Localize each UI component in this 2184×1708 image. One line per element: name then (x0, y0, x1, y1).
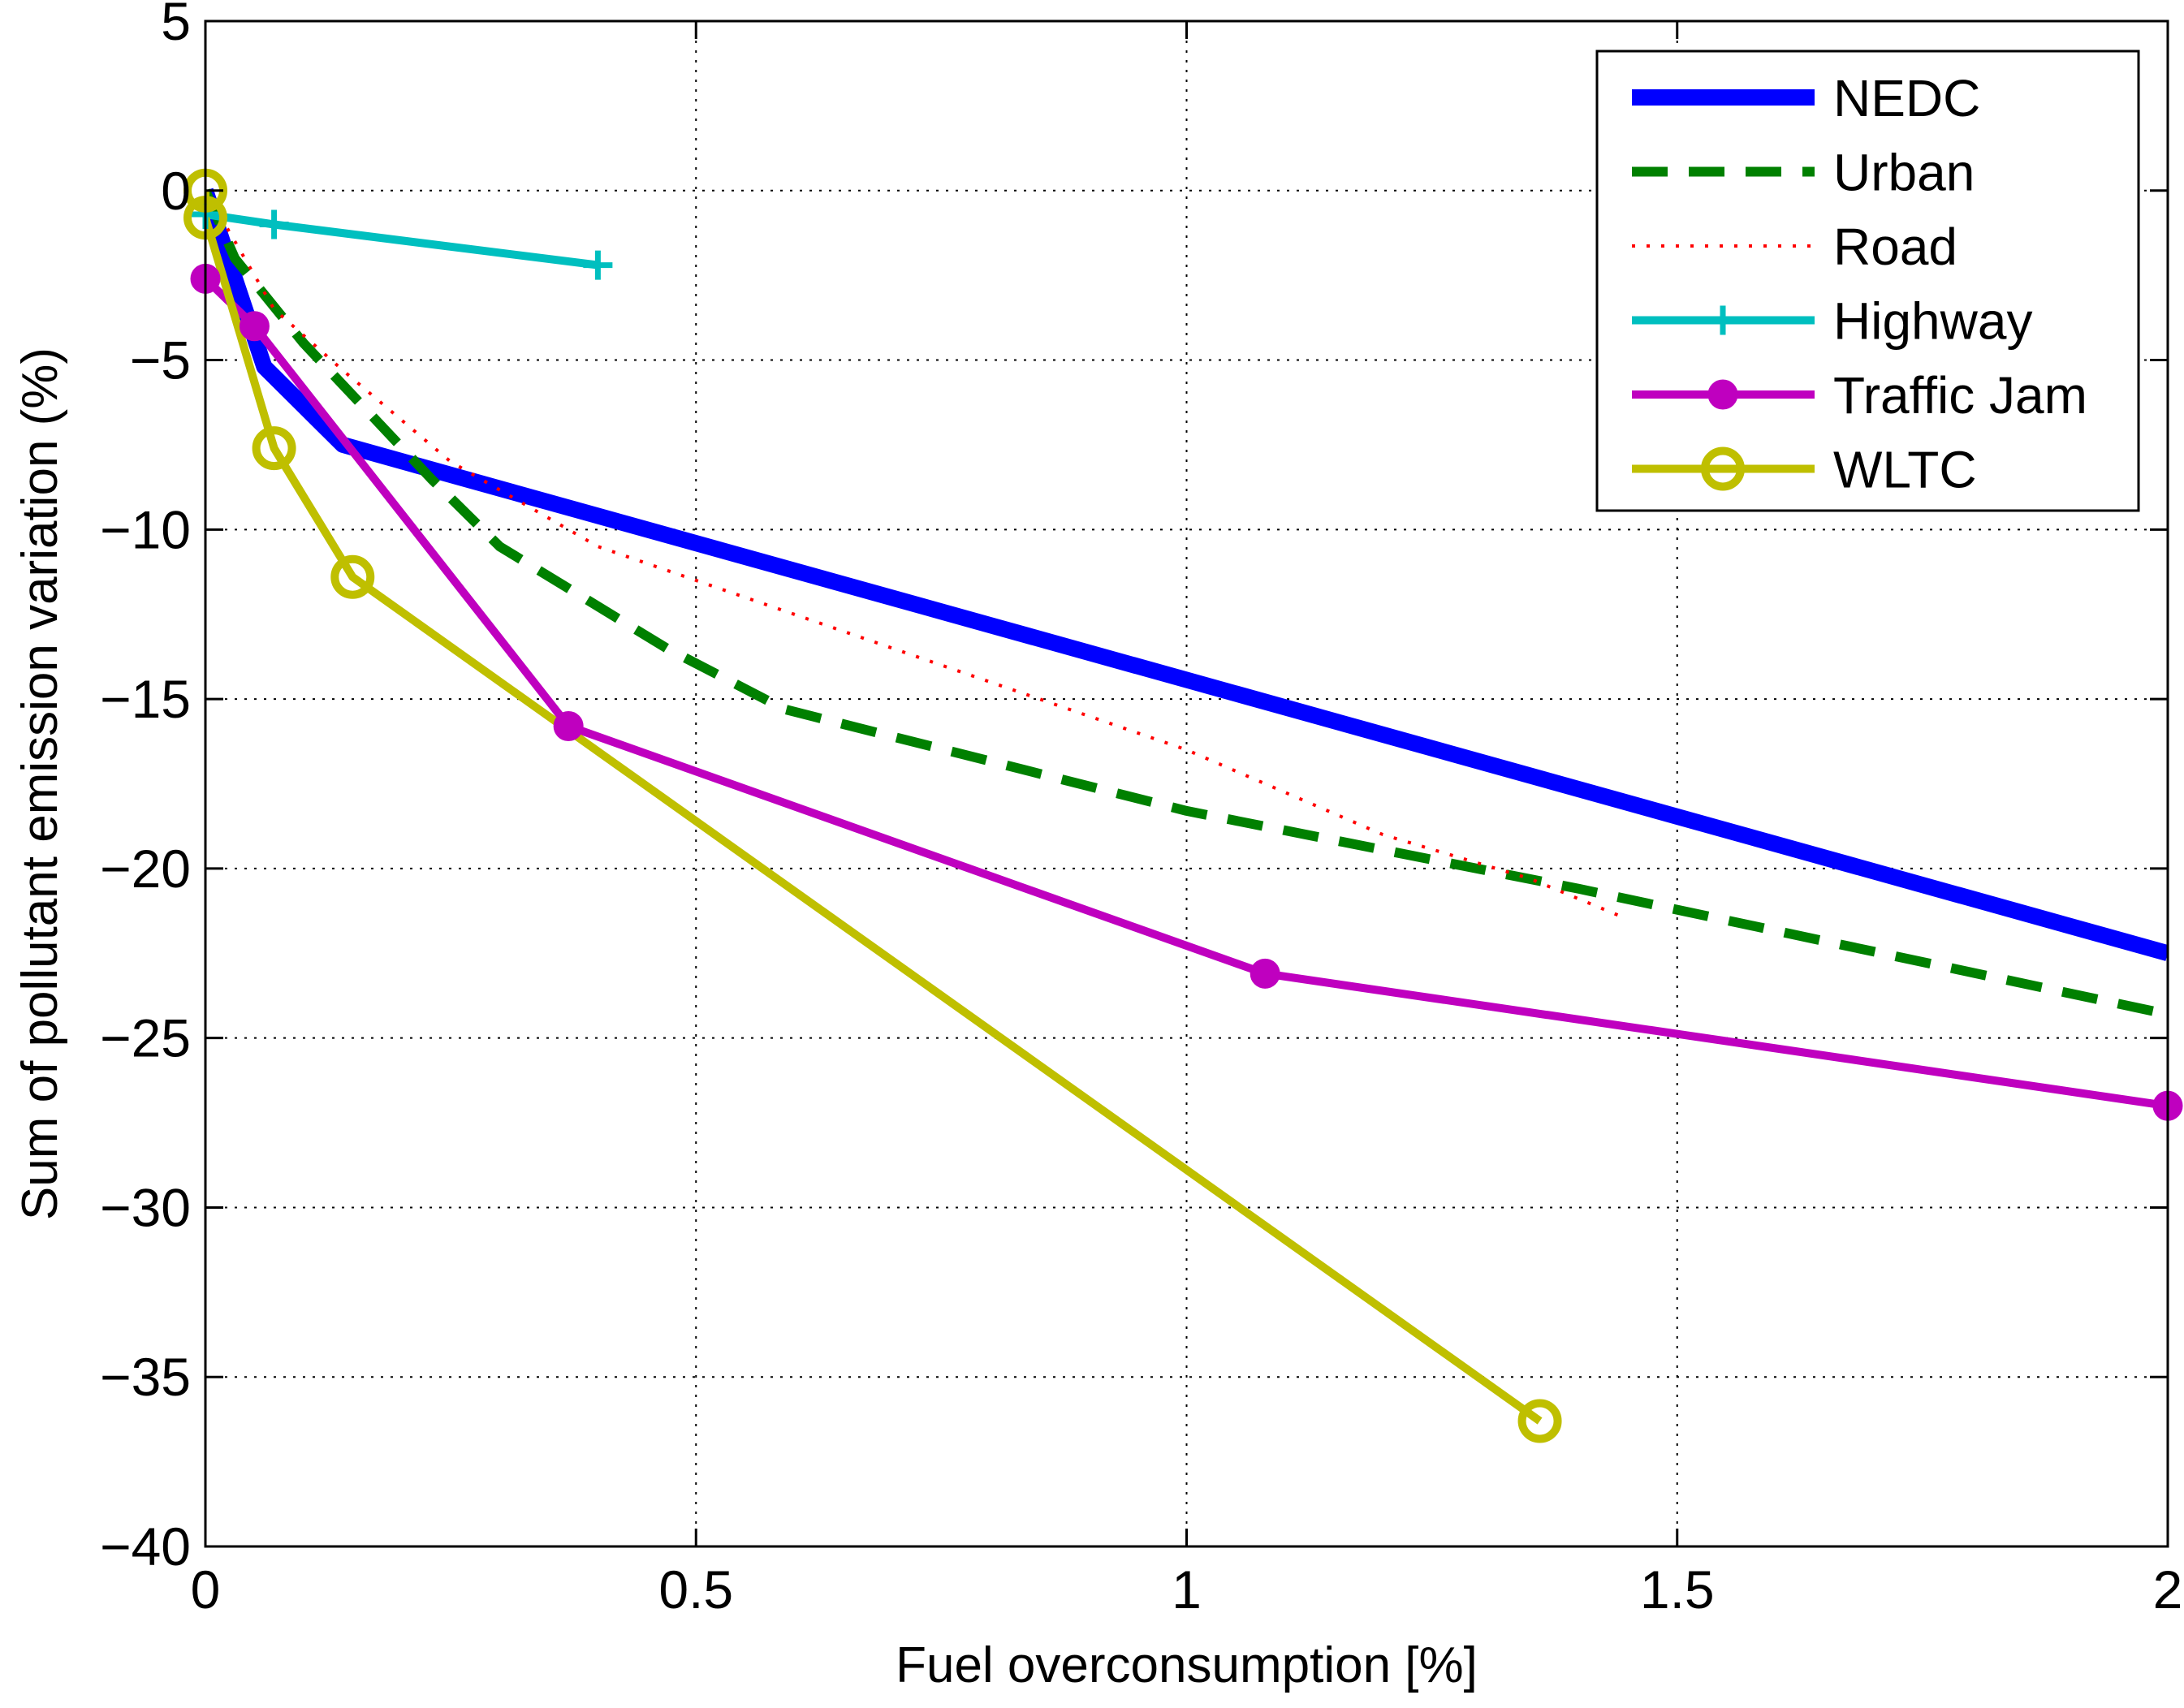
series-line-nedc (205, 188, 2168, 961)
legend-label: NEDC (1833, 69, 1980, 127)
ticks: 0 0.5 1 1.5 2 5 0 −5 −10 −15 −20 −25 −30 −35 −40 (100, 0, 2182, 1620)
x-axis-title: Fuel overconsumption [%] (896, 1637, 1478, 1693)
marker-filled-circle (1707, 379, 1738, 410)
y-tick-label: −35 (100, 1347, 191, 1407)
marker-open-circle (1701, 446, 1745, 491)
x-tick-label: 1 (1172, 1559, 1202, 1620)
y-tick-label: 0 (161, 161, 191, 221)
marker-filled-circle (1250, 958, 1280, 989)
legend-box (1595, 50, 2140, 512)
legend-label: Urban (1833, 144, 1975, 202)
y-tick-label: 5 (161, 0, 191, 51)
x-tick-label: 1.5 (1640, 1559, 1715, 1620)
y-tick-label: −25 (100, 1008, 191, 1068)
marker-filled-circle (239, 311, 270, 342)
y-tick-label: −20 (100, 839, 191, 899)
y-tick-label: −10 (100, 499, 191, 559)
y-tick-label: −30 (100, 1177, 191, 1237)
series-line-wltc (205, 190, 1543, 1425)
series-line-road (205, 189, 1629, 921)
y-axis-title: Sum of pollutant emission variation (%) (12, 347, 68, 1220)
marker-open-circle (252, 426, 296, 471)
y-tick-label: −15 (100, 669, 191, 729)
x-tick-label: 0 (191, 1559, 221, 1620)
marker-open-circle (330, 554, 375, 599)
legend-label: Road (1833, 218, 1957, 276)
marker-filled-circle (553, 711, 584, 742)
series-line-urban (205, 188, 2168, 1020)
x-tick-label: 0.5 (658, 1559, 733, 1620)
y-tick-label: −40 (100, 1516, 191, 1576)
legend: NEDC Urban Road Highway Traffic Jam WLTC (1595, 50, 2140, 512)
legend-label: Highway (1833, 292, 2032, 351)
marker-open-circle (1517, 1399, 1562, 1443)
legend-label: Traffic Jam (1833, 366, 2087, 425)
legend-label: WLTC (1833, 441, 1977, 499)
x-tick-label: 2 (2153, 1559, 2183, 1620)
y-tick-label: −5 (130, 330, 191, 390)
